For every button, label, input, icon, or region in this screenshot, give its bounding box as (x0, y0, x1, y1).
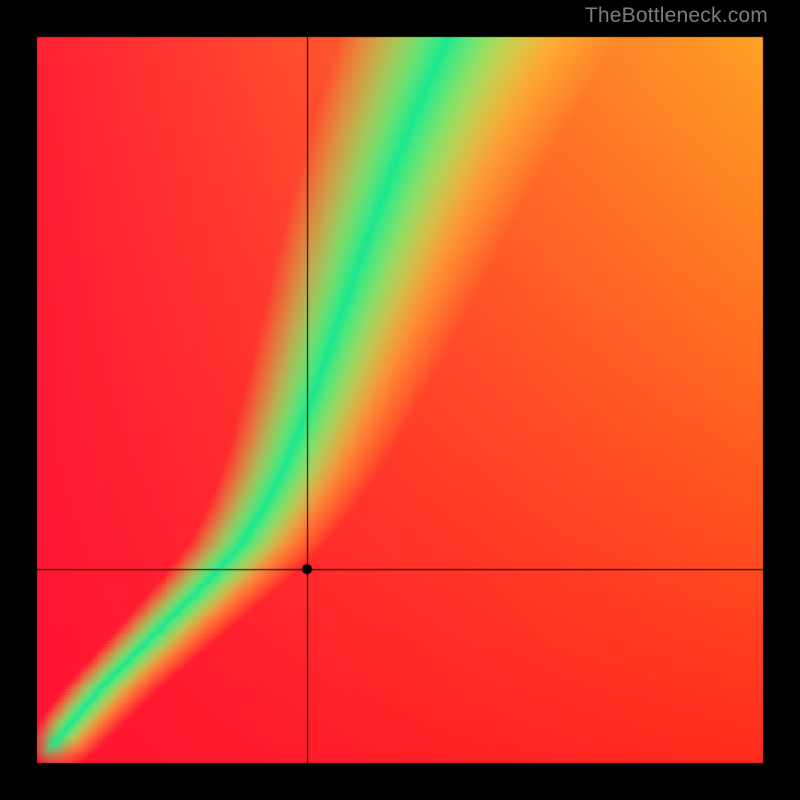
heatmap-canvas (0, 0, 800, 800)
watermark-text: TheBottleneck.com (585, 4, 768, 28)
figure-container: TheBottleneck.com (0, 0, 800, 800)
